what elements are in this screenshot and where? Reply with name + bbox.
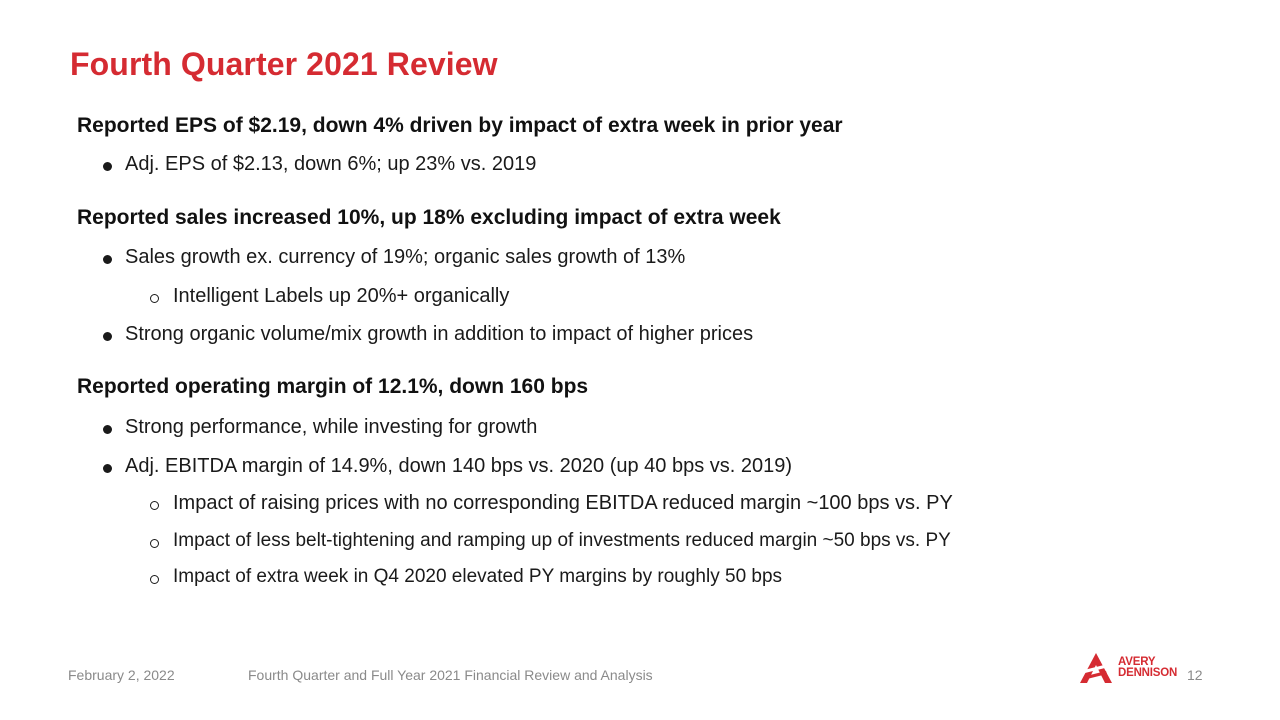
sub-bullet-item: Impact of raising prices with no corresp… [149, 492, 953, 515]
bullet-dot-icon [97, 455, 117, 481]
bullet-ring-icon [144, 492, 164, 518]
logo-wordmark: AVERY DENNISON [1118, 656, 1178, 679]
bullet-dot-icon [97, 246, 117, 272]
section-heading-sales: Reported sales increased 10%, up 18% exc… [77, 206, 781, 229]
bullet-text: Adj. EBITDA margin of 14.9%, down 140 bp… [125, 455, 793, 477]
footer-date: February 2, 2022 [68, 667, 175, 683]
logo-line2: DENNISON [1118, 667, 1178, 679]
bullet-text: Strong performance, while investing for … [125, 416, 538, 438]
sub-bullet-item: Impact of less belt-tightening and rampi… [149, 530, 951, 552]
logo-mark-icon [1080, 653, 1112, 683]
bullet-ring-icon [144, 285, 164, 311]
bullet-item: Strong organic volume/mix growth in addi… [102, 323, 754, 346]
bullet-item: Adj. EPS of $2.13, down 6%; up 23% vs. 2… [102, 153, 537, 176]
footer-subtitle: Fourth Quarter and Full Year 2021 Financ… [248, 667, 653, 683]
bullet-item: Sales growth ex. currency of 19%; organi… [102, 246, 686, 269]
sub-bullet-text: Impact of raising prices with no corresp… [173, 492, 953, 514]
section-heading-eps: Reported EPS of $2.19, down 4% driven by… [77, 114, 843, 137]
bullet-text: Sales growth ex. currency of 19%; organi… [125, 246, 686, 268]
bullet-ring-icon [144, 530, 164, 556]
logo-line1: AVERY [1118, 656, 1156, 668]
bullet-dot-icon [97, 323, 117, 349]
avery-dennison-logo: AVERY DENNISON [1078, 650, 1182, 686]
bullet-dot-icon [97, 153, 117, 179]
bullet-dot-icon [97, 416, 117, 442]
sub-bullet-item: Impact of extra week in Q4 2020 elevated… [149, 566, 783, 588]
sub-bullet-text: Intelligent Labels up 20%+ organically [173, 285, 510, 307]
sub-bullet-item: Intelligent Labels up 20%+ organically [149, 285, 510, 308]
bullet-text: Strong organic volume/mix growth in addi… [125, 323, 754, 345]
bullet-item: Strong performance, while investing for … [102, 416, 538, 439]
section-heading-margin: Reported operating margin of 12.1%, down… [77, 375, 589, 398]
sub-bullet-text: Impact of less belt-tightening and rampi… [173, 530, 951, 551]
bullet-item: Adj. EBITDA margin of 14.9%, down 140 bp… [102, 455, 793, 478]
page-number: 12 [1187, 667, 1203, 683]
bullet-ring-icon [144, 566, 164, 592]
sub-bullet-text: Impact of extra week in Q4 2020 elevated… [173, 566, 783, 587]
bullet-text: Adj. EPS of $2.13, down 6%; up 23% vs. 2… [125, 153, 537, 175]
slide-title: Fourth Quarter 2021 Review [70, 46, 498, 82]
